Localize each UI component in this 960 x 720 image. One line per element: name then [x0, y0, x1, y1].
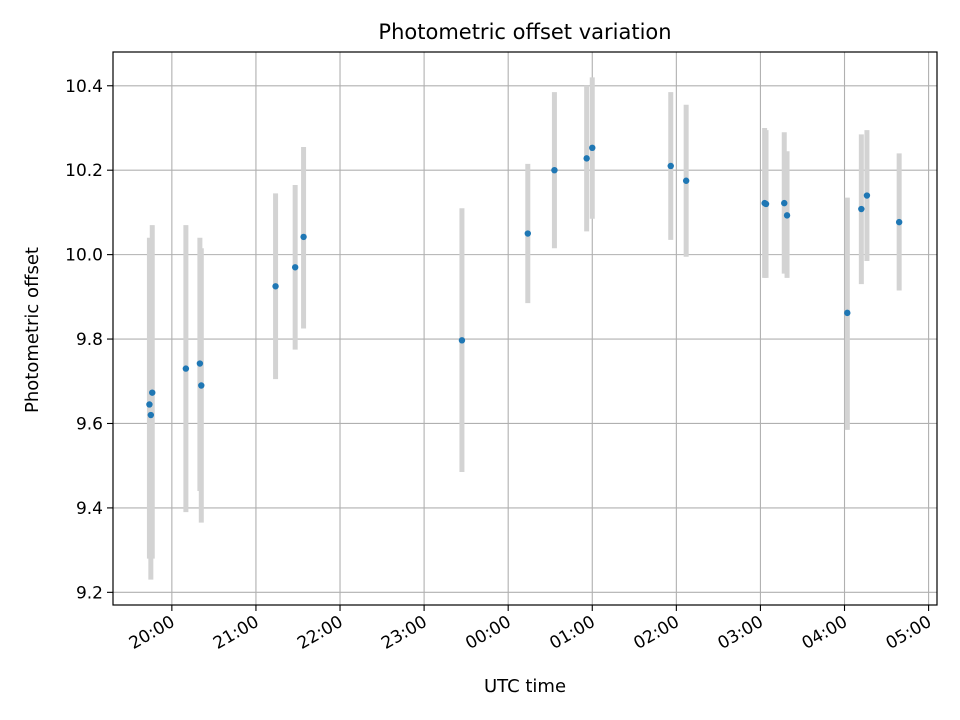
data-point	[146, 401, 153, 408]
data-point	[272, 283, 279, 290]
y-tick-label: 10.2	[65, 161, 103, 181]
data-points	[146, 144, 903, 419]
data-point	[198, 382, 205, 389]
y-tick-label: 10.4	[65, 77, 103, 97]
y-tick-label: 9.4	[76, 499, 103, 519]
y-tick-label: 9.2	[76, 583, 103, 603]
y-tick-label: 9.8	[76, 330, 103, 350]
data-point	[149, 389, 156, 396]
data-point	[863, 192, 871, 199]
x-axis-label: UTC time	[484, 676, 566, 697]
data-point	[291, 264, 299, 271]
y-tick-label: 10.0	[65, 246, 103, 266]
data-point	[667, 162, 674, 170]
data-point	[458, 337, 466, 344]
data-point	[783, 212, 791, 219]
data-point	[524, 230, 532, 237]
data-point	[589, 144, 596, 152]
data-point	[844, 309, 851, 317]
data-point	[781, 199, 788, 207]
data-point	[895, 218, 903, 226]
data-point	[762, 200, 770, 208]
chart-title: Photometric offset variation	[378, 20, 671, 44]
y-axis-label: Photometric offset	[22, 247, 43, 413]
data-point	[551, 166, 558, 174]
y-tick-label: 9.6	[76, 414, 103, 434]
data-point	[182, 365, 190, 372]
data-point	[858, 205, 865, 213]
data-point	[682, 177, 690, 184]
data-point	[300, 233, 307, 241]
data-point	[196, 360, 204, 367]
data-point	[147, 411, 155, 419]
data-point	[583, 155, 590, 162]
plot-frame	[112, 51, 938, 606]
y-axis-ticks: 9.2 9.4 9.6 9.8 10.0 10.2 10.4	[65, 77, 113, 603]
